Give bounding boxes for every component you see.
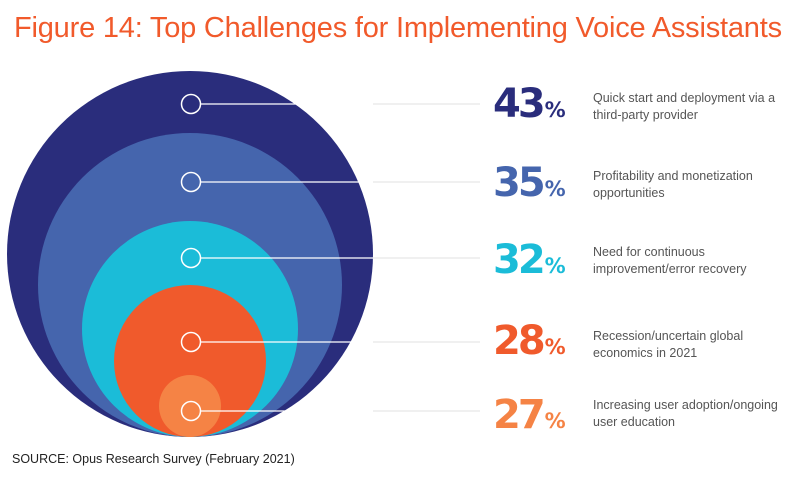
category-label: Increasing user adoption/ongoing user ed… [593,398,778,429]
value-label: 28% [493,321,566,361]
value-number: 35 [493,160,546,206]
percent-sign: % [544,254,566,278]
value-label: 27% [493,395,566,435]
value-number: 43 [493,81,546,127]
value-label: 35% [493,163,566,203]
percent-sign: % [544,409,566,433]
marker-ring [180,171,202,193]
percent-sign: % [544,177,566,201]
category-label: Need for continuous improvement/error re… [593,245,747,276]
marker-ring [180,331,202,353]
category-label: Profitability and monetization opportuni… [593,169,753,200]
marker-ring [180,247,202,269]
chart-title: Figure 14: Top Challenges for Implementi… [14,12,782,44]
value-number: 28 [493,318,546,364]
circle-27 [159,375,221,437]
value-number: 27 [493,392,546,438]
marker-ring [180,93,202,115]
value-label: 43% [493,84,566,124]
marker-ring [180,400,202,422]
percent-sign: % [544,98,566,122]
category-label: Quick start and deployment via a third-p… [593,91,776,122]
circle-28 [114,285,266,437]
value-number: 32 [493,237,546,283]
value-label: 32% [493,240,566,280]
percent-sign: % [544,335,566,359]
source-note: SOURCE: Opus Research Survey (February 2… [12,452,295,466]
category-label: Recession/uncertain global economics in … [593,329,744,360]
